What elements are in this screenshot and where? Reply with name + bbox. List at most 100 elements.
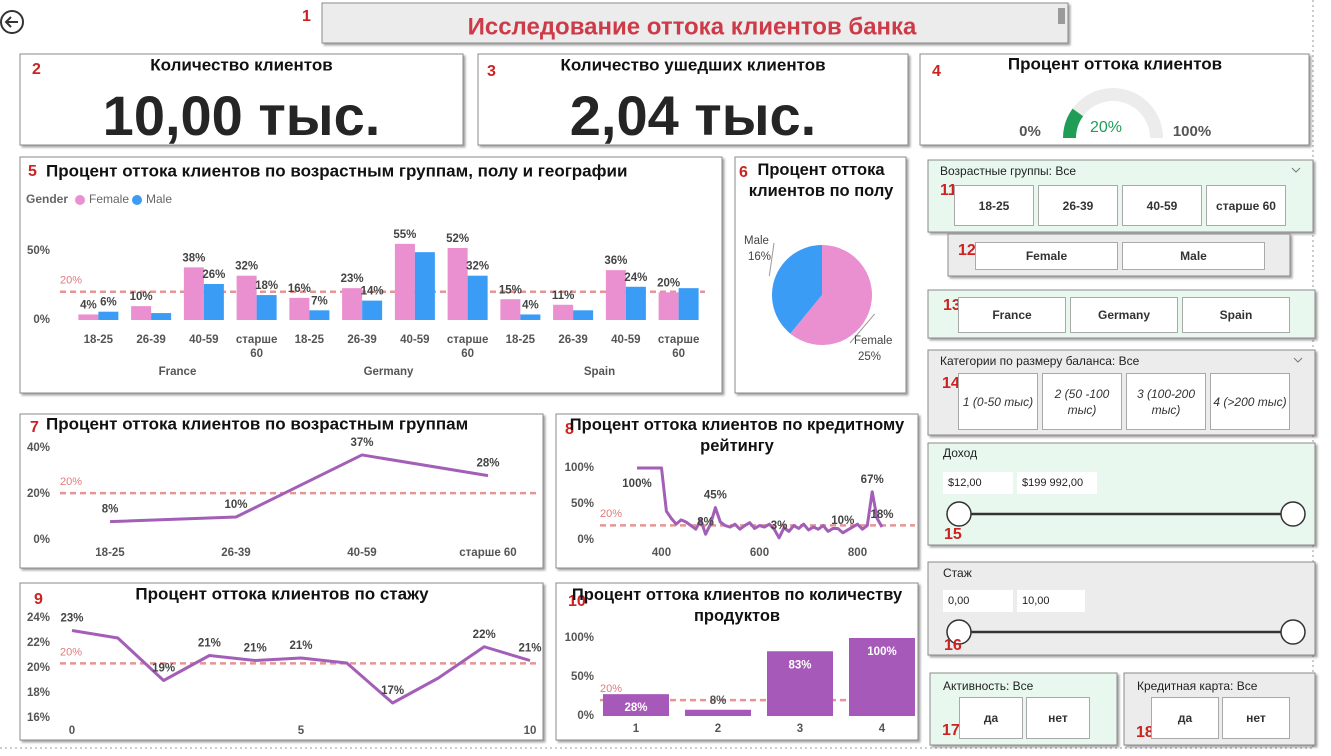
- line: [109, 453, 489, 524]
- data-label: 3%: [771, 520, 788, 532]
- chart-title: Процент оттока клиентов по количеству пр…: [571, 586, 903, 625]
- section-number: 7: [30, 419, 39, 436]
- slicer-option[interactable]: 2 (50 -100 тыс): [1042, 373, 1122, 430]
- card-title: Количество ушедших клиентов: [560, 55, 825, 74]
- x-tick-label: старше 60: [446, 334, 489, 360]
- data-label: 10%: [130, 291, 153, 303]
- range-input[interactable]: $199 992,00: [1017, 472, 1097, 494]
- panel: [19, 413, 544, 569]
- back-circle[interactable]: [0, 10, 24, 34]
- slicer-header: Кредитная карта: Все: [1137, 679, 1258, 693]
- slicer-option[interactable]: 4 (>200 тыс): [1210, 373, 1290, 430]
- slicer-option[interactable]: 18-25: [954, 185, 1034, 226]
- x-tick-label: 2: [715, 723, 721, 735]
- x-tick-label: 40-59: [189, 334, 219, 346]
- x-tick-label: старше 60: [235, 334, 278, 360]
- y-tick-label: 100%: [565, 632, 594, 644]
- slicer-option[interactable]: 26-39: [1038, 185, 1118, 226]
- x-tick-label: старше 60: [459, 547, 516, 559]
- bar: [500, 299, 521, 320]
- pie-value-label: 16%: [748, 251, 771, 263]
- slicer-option[interactable]: 3 (100-200 тыс): [1126, 373, 1206, 430]
- slider-handle[interactable]: [946, 619, 972, 645]
- reference-label: 20%: [600, 508, 622, 520]
- data-label: 20%: [657, 277, 680, 289]
- bar: [678, 288, 699, 320]
- slicer-chevron[interactable]: [1293, 357, 1303, 363]
- back-button[interactable]: [0, 10, 24, 34]
- x-tick-label: 400: [652, 547, 671, 559]
- panel: [19, 53, 464, 146]
- slicer-option[interactable]: Spain: [1182, 297, 1290, 333]
- slicer-option[interactable]: Male: [1122, 242, 1265, 270]
- bar: [553, 304, 574, 320]
- x-tick-label: 10: [524, 725, 537, 737]
- group-label: Germany: [364, 366, 414, 378]
- y-tick-label: 50%: [571, 671, 594, 683]
- x-tick-label: 0: [69, 725, 75, 737]
- bar: [573, 310, 594, 320]
- data-label: 10%: [224, 499, 247, 511]
- chart-title: Процент оттока клиентов по кредитному ре…: [569, 416, 905, 455]
- y-tick-label: 24%: [27, 612, 50, 624]
- slicer-option[interactable]: нет: [1026, 697, 1090, 739]
- x-tick-label: старше 60: [657, 334, 700, 360]
- bar: [605, 270, 626, 320]
- slider-handle[interactable]: [1280, 501, 1306, 527]
- data-label: 23%: [341, 273, 364, 285]
- bar: [78, 314, 99, 320]
- legend-title: Gender: [26, 192, 68, 206]
- group-label: France: [159, 366, 197, 378]
- y-tick-label: 0%: [33, 314, 50, 326]
- card-value: 2,04 тыс.: [570, 84, 817, 147]
- data-label: 8%: [102, 504, 119, 516]
- reference-label: 20%: [60, 275, 82, 287]
- back-arrow[interactable]: [4, 16, 18, 28]
- slider-handle[interactable]: [1280, 619, 1306, 645]
- section-number: 17: [942, 722, 960, 739]
- slicer-option[interactable]: 1 (0-50 тыс): [958, 373, 1038, 430]
- data-label: 21%: [244, 643, 267, 655]
- range-input[interactable]: 10,00: [1017, 590, 1085, 612]
- legend-label: Male: [146, 192, 172, 206]
- data-label: 28%: [624, 702, 647, 714]
- data-label: 45%: [704, 490, 727, 502]
- x-tick-label: 26-39: [347, 334, 377, 346]
- slicer-option[interactable]: Female: [975, 242, 1118, 270]
- bar: [203, 284, 224, 320]
- x-tick-label: 3: [797, 723, 803, 735]
- reference-label: 20%: [600, 683, 622, 695]
- y-tick-label: 100%: [565, 462, 594, 474]
- slicer-option[interactable]: 40-59: [1122, 185, 1202, 226]
- data-label: 22%: [473, 629, 496, 641]
- range-input[interactable]: $12,00: [943, 472, 1013, 494]
- data-label: 16%: [288, 283, 311, 295]
- slicer-chevron[interactable]: [1291, 167, 1301, 173]
- bar: [289, 297, 310, 320]
- legend-label: Female: [89, 192, 129, 206]
- bar: [414, 252, 435, 320]
- slicer-header: Активность: Все: [943, 679, 1034, 693]
- gauge-track: [1063, 88, 1163, 138]
- x-tick-label: 40-59: [347, 547, 376, 559]
- y-tick-label: 50%: [27, 245, 50, 257]
- data-label: 52%: [446, 233, 469, 245]
- slicer-option[interactable]: да: [959, 697, 1023, 739]
- slicer-option[interactable]: France: [958, 297, 1066, 333]
- range-input[interactable]: 0,00: [943, 590, 1013, 612]
- slicer-option[interactable]: Germany: [1070, 297, 1178, 333]
- slicer-option[interactable]: нет: [1222, 697, 1290, 739]
- line: [637, 466, 884, 540]
- gauge-min-label: 0%: [1019, 123, 1041, 140]
- data-label: 32%: [466, 261, 489, 273]
- slider-handle[interactable]: [946, 501, 972, 527]
- section-number: 9: [34, 591, 43, 608]
- slicer-option[interactable]: старше 60: [1206, 185, 1286, 226]
- section-number: 11: [940, 182, 957, 199]
- slicer-option[interactable]: да: [1151, 697, 1219, 739]
- data-label: 28%: [476, 458, 499, 470]
- group-label: Spain: [584, 366, 615, 378]
- x-tick-label: 40-59: [400, 334, 430, 346]
- chart-title: Процент оттока клиентов по возрастным гр…: [46, 161, 627, 180]
- x-tick-label: 600: [750, 547, 769, 559]
